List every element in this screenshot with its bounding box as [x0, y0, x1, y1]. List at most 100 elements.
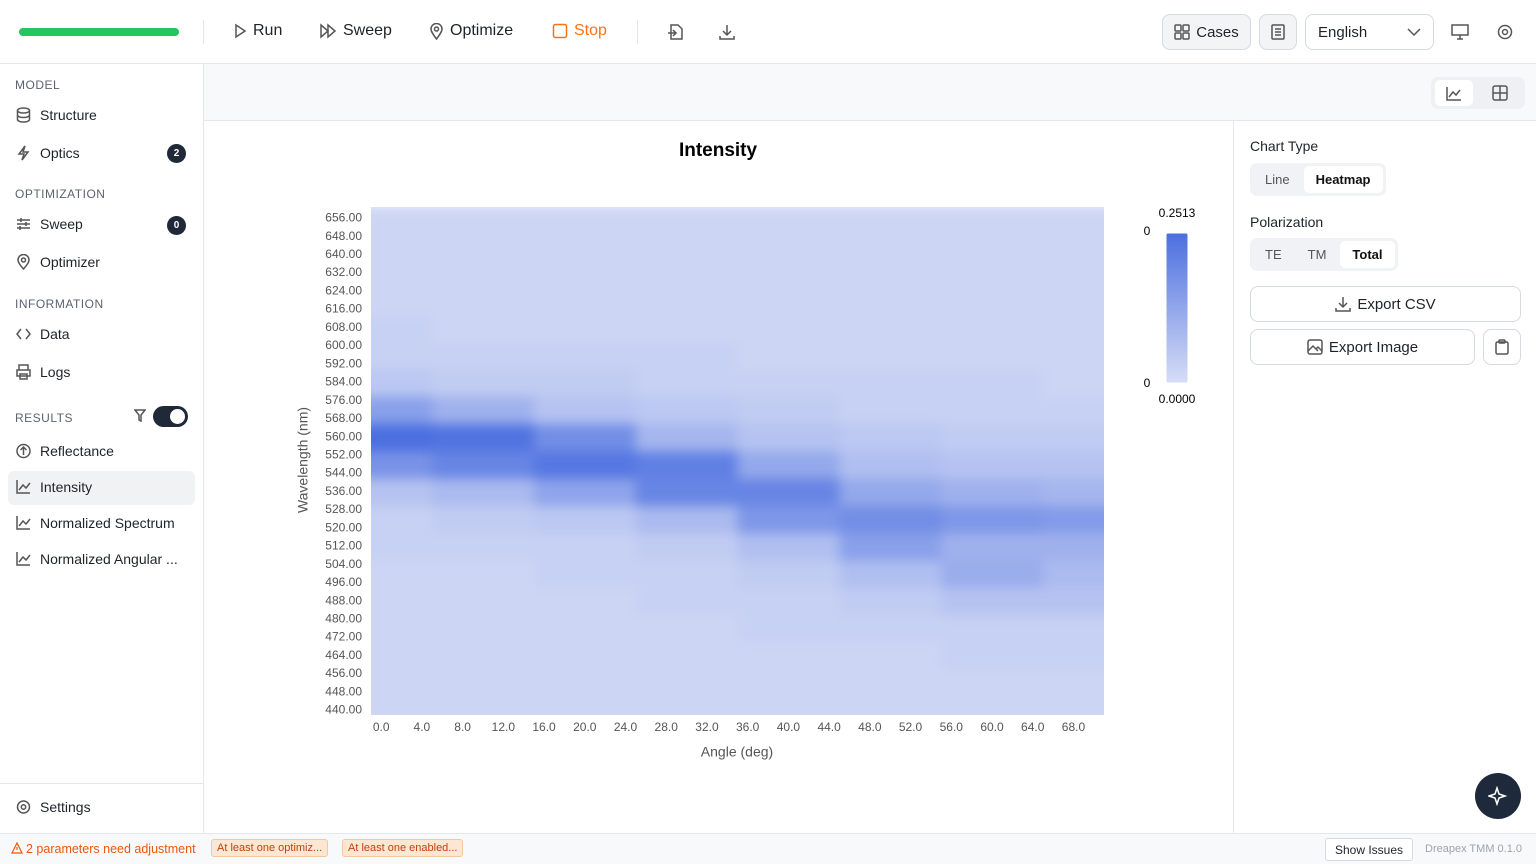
heatmap-cell [941, 286, 1044, 315]
assistant-button[interactable] [1475, 773, 1521, 819]
y-tick-label: 480.00 [325, 611, 362, 625]
notes-button[interactable] [1259, 14, 1297, 50]
run-button[interactable]: Run [233, 22, 282, 40]
heatmap-cell [737, 368, 840, 397]
heatmap-cell [533, 423, 637, 452]
divider [203, 20, 204, 44]
y-tick-label: 440.00 [325, 703, 362, 717]
y-tick-label: 576.00 [325, 393, 362, 407]
warning[interactable]: 2 parameters need adjustment [11, 842, 196, 856]
heatmap-cell [635, 587, 738, 616]
colorbar-edge-label: 0 [1144, 224, 1151, 238]
heatmap-cell [737, 341, 840, 370]
nav-item[interactable]: Optimizer [16, 254, 100, 270]
nav-label: Normalized Angular ... [40, 551, 178, 567]
heatmap-cell [839, 505, 942, 534]
heatmap-cell [533, 341, 637, 370]
heatmap-cell [635, 696, 738, 715]
heatmap-cell [371, 232, 433, 260]
heatmap-cell [839, 286, 942, 315]
nav-item[interactable]: Reflectance [16, 443, 114, 459]
nav-item[interactable]: Intensity [16, 479, 92, 495]
heatmap-cell [839, 587, 942, 616]
segment[interactable]: Line [1265, 172, 1290, 187]
table-view-button[interactable] [1492, 85, 1508, 101]
heatmap-cell [635, 478, 738, 506]
y-tick-label: 584.00 [325, 375, 362, 389]
segment[interactable]: Total [1340, 241, 1395, 268]
display-icon[interactable] [1451, 24, 1469, 40]
nav-item[interactable]: Normalized Spectrum [16, 515, 175, 531]
heatmap-cell [635, 505, 738, 534]
heatmap-cell [737, 587, 840, 616]
heatmap-cell [533, 642, 637, 670]
nav-item[interactable]: Logs [16, 364, 70, 380]
section-title: INFORMATION [15, 297, 104, 311]
x-tick-label: 12.0 [492, 720, 516, 734]
show-issues-button[interactable]: Show Issues [1325, 838, 1413, 861]
nav-item[interactable]: Optics [16, 145, 80, 161]
issue-tag[interactable]: At least one enabled... [342, 839, 464, 857]
nav-label: Data [40, 326, 70, 342]
y-tick-label: 520.00 [325, 520, 362, 534]
segment[interactable]: Heatmap [1303, 166, 1383, 193]
heatmap-cell [635, 560, 738, 588]
heatmap-cell [371, 505, 433, 534]
heatmap-cell [941, 532, 1044, 561]
sidebar [0, 64, 204, 833]
chart-title: Intensity [679, 140, 758, 161]
cases-button[interactable]: Cases [1162, 14, 1251, 50]
y-tick-label: 608.00 [325, 320, 362, 334]
nav-item[interactable]: Structure [16, 107, 97, 123]
progress-bar [19, 28, 179, 36]
heatmap-cell [371, 423, 433, 452]
x-tick-label: 36.0 [736, 720, 760, 734]
heatmap-cell [432, 259, 535, 288]
heatmap-cell [839, 669, 942, 698]
heatmap-cell [941, 587, 1044, 616]
y-tick-label: 544.00 [325, 466, 362, 480]
language-select[interactable]: English [1305, 14, 1434, 50]
x-tick-label: 68.0 [1062, 720, 1086, 734]
heatmap-cell [635, 259, 738, 288]
stop-label: Stop [574, 22, 607, 39]
chart-view-button[interactable] [1435, 80, 1473, 106]
heatmap-cell [371, 478, 433, 506]
nav-item[interactable]: Data [16, 326, 70, 342]
heatmap-cell [533, 368, 637, 397]
export-csv-button[interactable]: Export CSV [1250, 286, 1521, 322]
download-icon[interactable] [718, 23, 736, 41]
heatmap-cell [941, 450, 1044, 479]
heatmap-cell [839, 696, 942, 715]
heatmap-cell [839, 642, 942, 670]
heatmap-cell [432, 396, 535, 424]
sweep-button[interactable]: Sweep [319, 22, 392, 40]
heatmap-cell [737, 478, 840, 506]
heatmap-cell [839, 396, 942, 424]
nav-item[interactable]: Normalized Angular ... [16, 551, 178, 567]
segment[interactable]: TE [1265, 247, 1282, 262]
heatmap-cell [737, 396, 840, 424]
divider [0, 783, 203, 784]
filter-icon[interactable] [134, 409, 146, 422]
settings-icon[interactable] [1496, 23, 1514, 41]
heatmap-cell [371, 207, 433, 233]
nav-item[interactable]: Sweep [16, 216, 83, 232]
heatmap-cell [635, 669, 738, 698]
import-icon[interactable] [666, 23, 684, 41]
export-image-button[interactable]: Export Image [1250, 329, 1475, 365]
stop-button[interactable]: Stop [552, 22, 607, 40]
heatmap-cell [1042, 259, 1104, 288]
badge: 2 [167, 144, 186, 163]
segment[interactable]: TM [1307, 247, 1327, 262]
heatmap-cell [635, 396, 738, 424]
results-toggle[interactable] [153, 406, 188, 427]
issue-tag[interactable]: At least one optimiz... [211, 839, 329, 857]
heatmap-cell [839, 207, 942, 233]
heatmap-cell [371, 396, 433, 424]
optimize-button[interactable]: Optimize [429, 22, 513, 40]
heatmap-cell [737, 232, 840, 260]
nav-item[interactable]: Settings [16, 799, 91, 815]
copy-button[interactable] [1483, 329, 1521, 365]
heatmap-cell [737, 614, 840, 643]
